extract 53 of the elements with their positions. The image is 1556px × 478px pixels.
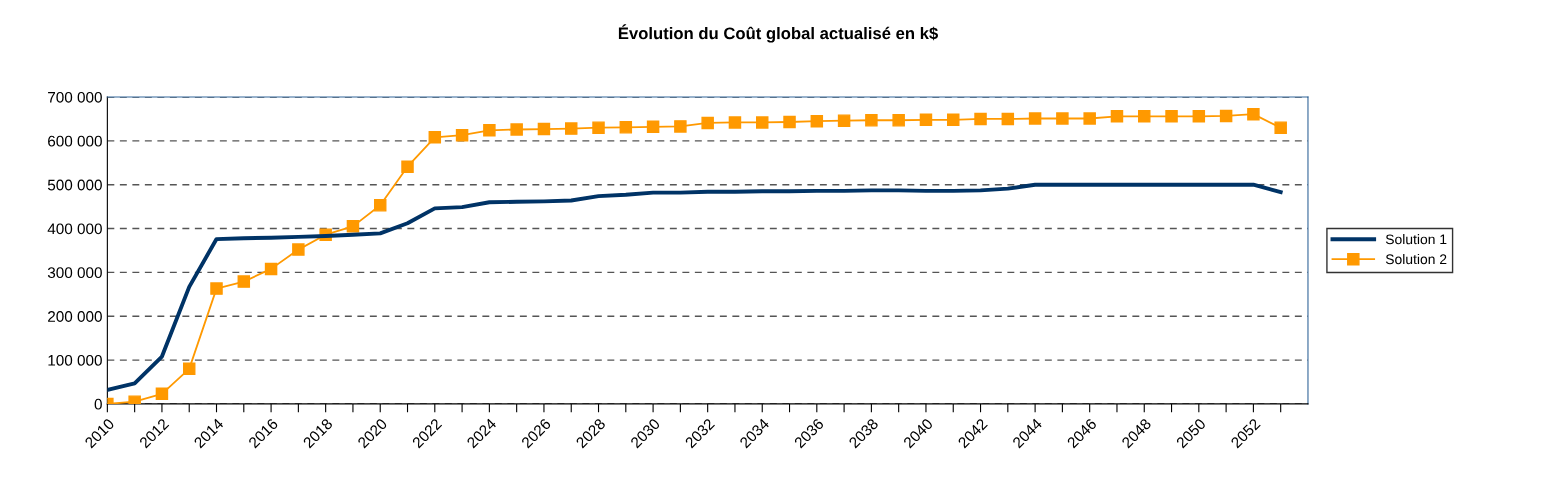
point (946, 113, 960, 127)
point (1192, 110, 1206, 123)
point (1028, 112, 1042, 125)
point (974, 112, 987, 126)
point (182, 362, 196, 376)
y-tick-label: 0 (94, 398, 102, 410)
y-tick-label: 300 000 (47, 267, 102, 279)
point (755, 116, 769, 129)
point (1001, 112, 1015, 126)
point (264, 262, 278, 276)
point (701, 116, 714, 130)
point (1110, 110, 1124, 123)
point (674, 120, 687, 133)
point (237, 275, 251, 288)
point (810, 114, 824, 128)
point (1165, 110, 1178, 123)
point (401, 160, 414, 173)
point (210, 282, 223, 295)
y-tick-label: 700 000 (48, 91, 102, 103)
point (728, 116, 742, 129)
point (510, 123, 523, 136)
point (564, 122, 578, 135)
point (428, 131, 442, 144)
point (1138, 110, 1151, 123)
point (865, 114, 878, 127)
point (155, 387, 169, 401)
y-tick-label: 500 000 (47, 179, 102, 191)
point (783, 115, 796, 129)
point (1083, 112, 1096, 125)
point (346, 220, 360, 233)
point (537, 122, 551, 136)
point (1219, 109, 1233, 123)
point (1274, 121, 1287, 134)
y-tick-label: 400 000 (47, 223, 102, 235)
point (455, 128, 469, 142)
legend-label: Solution 2 (1385, 253, 1447, 265)
legend-label: Solution 1 (1385, 234, 1447, 245)
chart-title: Évolution du Coût global actualisé en k$ (618, 24, 938, 43)
line-series (107, 182, 1283, 392)
point (373, 199, 387, 212)
y-tick-label: 200 000 (48, 311, 102, 322)
point (592, 121, 605, 134)
point (646, 120, 660, 134)
point (892, 114, 905, 127)
point (919, 113, 933, 127)
point (837, 114, 851, 127)
point (1247, 107, 1260, 121)
point (483, 124, 496, 137)
y-tick-label: 100 000 (48, 354, 102, 366)
point (1056, 112, 1069, 125)
point (619, 121, 633, 134)
point (292, 243, 305, 256)
y-tick-label: 600 000 (48, 135, 102, 147)
